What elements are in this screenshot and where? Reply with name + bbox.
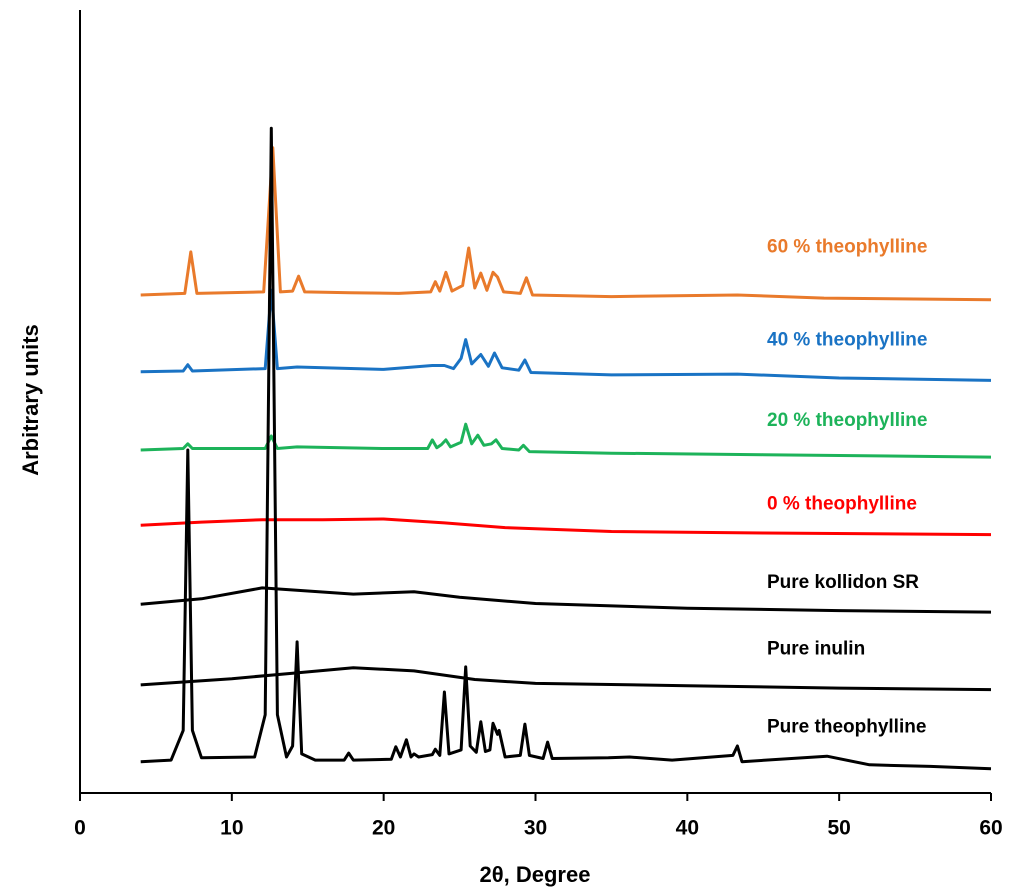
x-axis-title: 2θ, Degree bbox=[480, 862, 591, 887]
trace bbox=[140, 146, 992, 302]
x-tick-label: 50 bbox=[827, 817, 850, 840]
trace bbox=[140, 666, 992, 692]
series-label: Pure kollidon SR bbox=[767, 572, 919, 593]
x-tick-label: 0 bbox=[74, 817, 86, 840]
series-label: 0 % theophylline bbox=[767, 494, 917, 515]
x-tick-label: 20 bbox=[372, 817, 395, 840]
x-tick-label: 30 bbox=[524, 817, 547, 840]
series-label: Pure theophylline bbox=[767, 717, 926, 738]
series-label: Pure inulin bbox=[767, 639, 865, 660]
trace bbox=[140, 517, 992, 537]
x-tick-label: 60 bbox=[979, 817, 1002, 840]
x-tick-label: 10 bbox=[220, 817, 243, 840]
y-axis-title: Arbitrary units bbox=[18, 324, 43, 476]
trace bbox=[140, 586, 992, 614]
series-label: 20 % theophylline bbox=[767, 410, 927, 431]
series-label: 40 % theophylline bbox=[767, 329, 927, 350]
x-tick-label: 40 bbox=[676, 817, 699, 840]
series-label: 60 % theophylline bbox=[767, 237, 927, 258]
trace bbox=[140, 288, 992, 382]
trace bbox=[140, 126, 992, 771]
